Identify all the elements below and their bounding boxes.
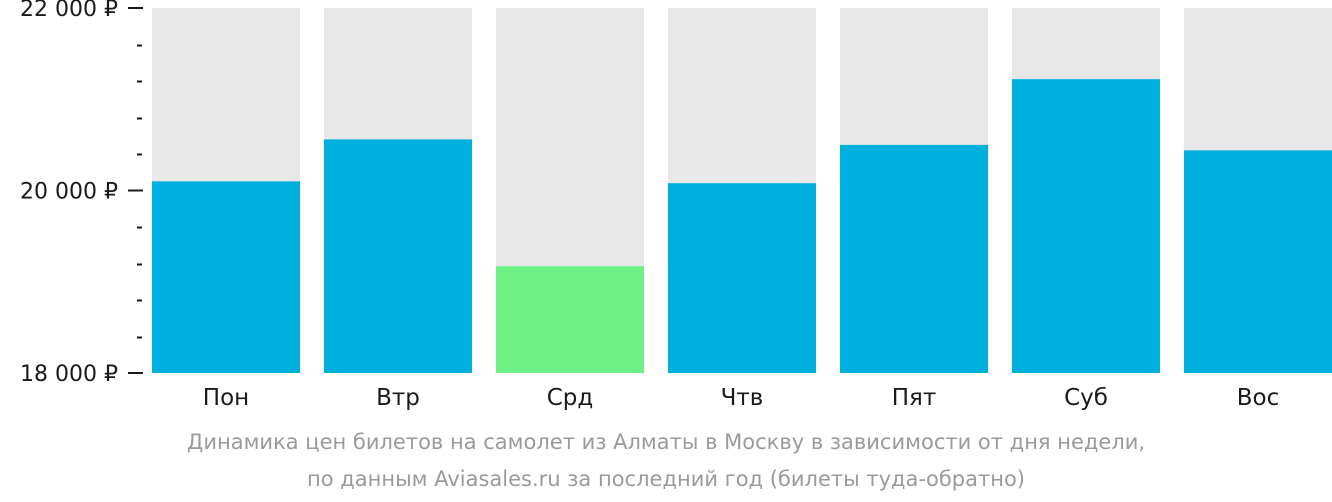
x-tick-label: Пят	[892, 385, 937, 411]
chart-caption-line-2: по данным Aviasales.ru за последний год …	[307, 467, 1025, 491]
bar-7[interactable]	[1184, 150, 1332, 373]
bar-5[interactable]	[840, 144, 988, 373]
bar-6[interactable]	[1012, 79, 1160, 374]
bar-4[interactable]	[668, 183, 816, 373]
x-tick-label: Суб	[1064, 385, 1108, 411]
bar-2[interactable]	[324, 139, 472, 373]
x-tick-label: Срд	[547, 385, 594, 411]
x-tick-label: Чтв	[721, 385, 764, 411]
bar-1[interactable]	[152, 181, 300, 373]
y-tick-label: 22 000 ₽	[20, 0, 118, 22]
y-tick-label: 18 000 ₽	[20, 362, 118, 387]
x-tick-label: Втр	[376, 385, 420, 411]
x-tick-label: Пон	[203, 385, 249, 411]
chart-caption-line-1: Динамика цен билетов на самолет из Алмат…	[186, 430, 1146, 454]
x-axis: Пон Втр Срд Чтв Пят Суб Вос	[203, 385, 1279, 411]
y-axis: 22 000 ₽ 20 000 ₽ 18 000 ₽	[20, 0, 143, 387]
y-tick-label: 20 000 ₽	[20, 180, 118, 205]
price-chart: 22 000 ₽ 20 000 ₽ 18 000 ₽ Пон Втр Срд Чтв Пят…	[20, 0, 1332, 411]
bar-3[interactable]	[496, 266, 644, 373]
bars	[152, 8, 1332, 374]
x-tick-label: Вос	[1237, 385, 1280, 411]
